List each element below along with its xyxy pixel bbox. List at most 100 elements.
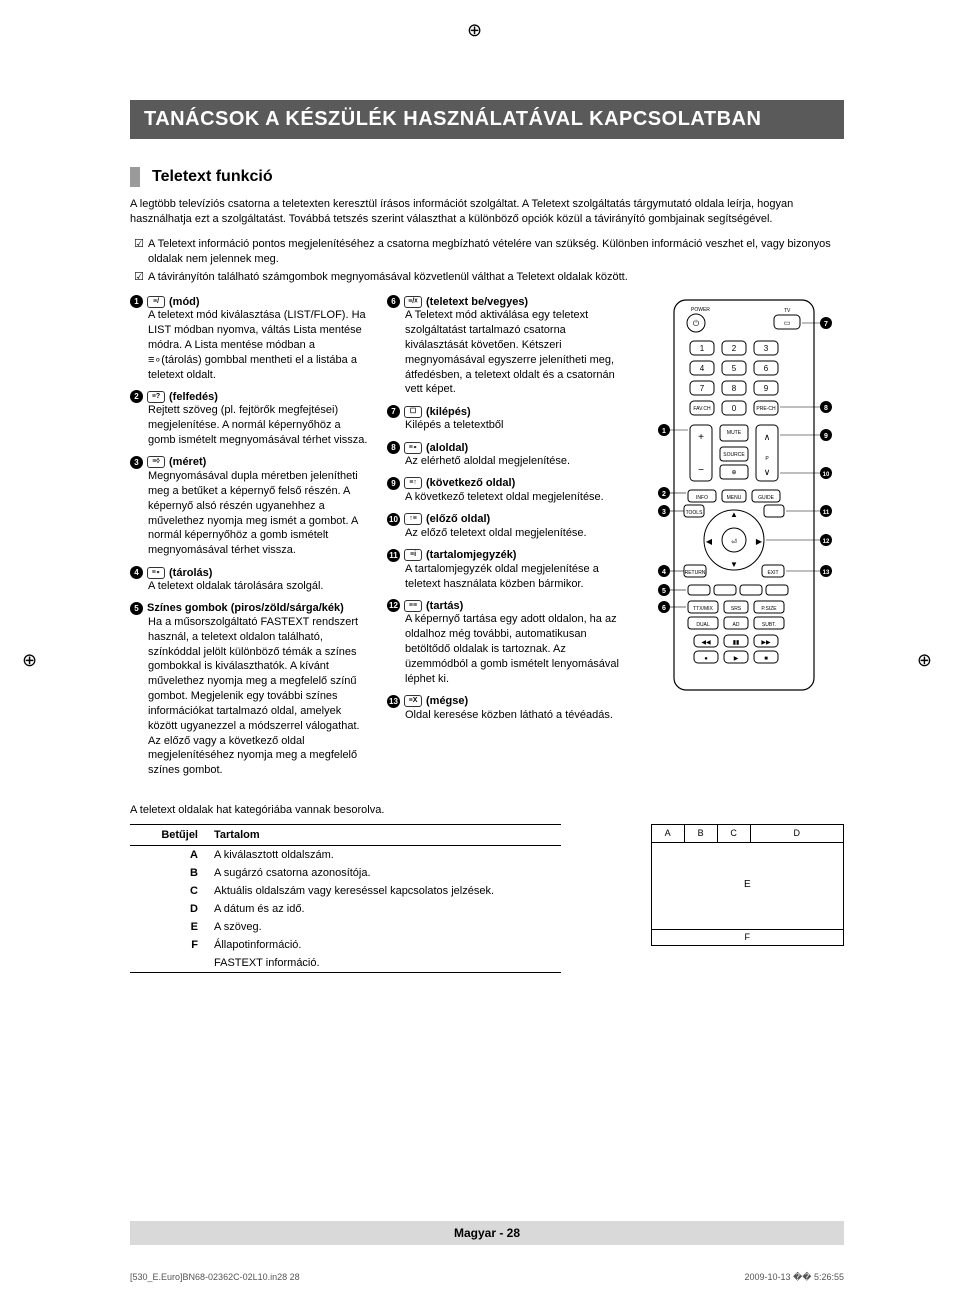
item-number-badge: 8: [387, 441, 400, 454]
function-item-desc: Rejtett szöveg (pl. fejtörők megfejtései…: [148, 403, 369, 448]
function-item: 9≡↑ (következő oldal)A következő teletex…: [387, 477, 626, 505]
svg-text:12: 12: [823, 539, 830, 545]
svg-text:0: 0: [732, 404, 737, 413]
svg-text:7: 7: [700, 384, 705, 393]
remote-button-icon: ≡↑: [404, 477, 422, 489]
svg-text:DUAL: DUAL: [696, 622, 710, 628]
function-item: 3 ≡◊ (méret)Megnyomásával dupla méretben …: [130, 456, 369, 558]
svg-text:2: 2: [732, 344, 737, 353]
function-item: 10↑≡ (előző oldal)Az előző teletext olda…: [387, 513, 626, 541]
function-item: 12≡≡ (tartás)A képernyő tartása egy adot…: [387, 599, 626, 686]
svg-text:3: 3: [662, 509, 666, 516]
svg-text:EXIT: EXIT: [767, 570, 778, 576]
svg-text:1: 1: [700, 344, 705, 353]
table-cell-content: Állapotinformáció.: [206, 936, 561, 954]
svg-text:TV: TV: [784, 308, 791, 314]
function-item: 2≡? (felfedés)Rejtett szöveg (pl. fejtör…: [130, 390, 369, 448]
svg-text:2: 2: [662, 491, 666, 498]
remote-button-icon: ≡≡: [404, 600, 422, 612]
table-row: FÁllapotinformáció.: [130, 936, 561, 954]
function-item-desc: Az előző teletext oldal megjelenítése.: [405, 526, 626, 541]
function-item-title: (tárolás): [169, 567, 212, 579]
table-cell-content: Aktuális oldalszám vagy kereséssel kapcs…: [206, 882, 561, 900]
banner-title: TANÁCSOK A KÉSZÜLÉK HASZNÁLATÁVAL KAPCSO…: [130, 100, 844, 139]
right-column: ⏻ POWER ▭ TV 1 2 3 4 5 6 7 8 9: [644, 295, 844, 786]
svg-text:▮▮: ▮▮: [733, 640, 740, 646]
function-item: 11≡i (tartalomjegyzék)A tartalomjegyzék …: [387, 549, 626, 592]
function-item-title: (méret): [169, 456, 206, 468]
svg-text:■: ■: [764, 656, 768, 662]
remote-button-icon: ≡?: [147, 391, 165, 403]
function-item: 13≡X (mégse)Oldal keresése közben láthat…: [387, 695, 626, 723]
function-item-title: Színes gombok (piros/zöld/sárga/kék): [147, 602, 344, 614]
remote-button-icon: ↑≡: [404, 513, 422, 525]
function-item-head: 10↑≡ (előző oldal): [387, 513, 626, 526]
table-cell-letter: [130, 954, 206, 973]
item-number-badge: 12: [387, 599, 400, 612]
function-item-title: (tartalomjegyzék): [426, 549, 516, 561]
function-item-desc: Az elérhető aloldal megjelenítése.: [405, 454, 626, 469]
function-item-desc: A Teletext mód aktiválása egy teletext s…: [405, 308, 626, 397]
remote-button-icon: ≡◊: [147, 456, 165, 468]
svg-text:RETURN: RETURN: [685, 570, 706, 576]
svg-text:7: 7: [824, 321, 828, 328]
section-title: Teletext funkció: [152, 168, 273, 186]
crop-mark-right: ⊕: [917, 650, 932, 671]
table-cell-letter: C: [130, 882, 206, 900]
table-cell-content: A dátum és az idő.: [206, 900, 561, 918]
svg-text:P: P: [765, 456, 769, 462]
svg-text:P.SIZE: P.SIZE: [761, 606, 777, 612]
table-header-letter: Betűjel: [130, 825, 206, 846]
table-row: BA sugárzó csatorna azonosítója.: [130, 864, 561, 882]
svg-text:SUBT.: SUBT.: [762, 622, 776, 628]
svg-text:▶: ▶: [756, 537, 763, 546]
table-cell-content: FASTEXT információ.: [206, 954, 561, 973]
svg-text:11: 11: [823, 510, 830, 516]
svg-text:3: 3: [764, 344, 769, 353]
svg-text:◀: ◀: [706, 537, 713, 546]
layout-cell-a: A: [652, 825, 685, 843]
item-number-badge: 9: [387, 477, 400, 490]
item-number-badge: 5: [130, 602, 143, 615]
table-cell-letter: E: [130, 918, 206, 936]
function-item-head: 8≡∘ (aloldal): [387, 441, 626, 454]
item-number-badge: 3: [130, 456, 143, 469]
table-header-content: Tartalom: [206, 825, 561, 846]
svg-text:8: 8: [824, 405, 828, 412]
svg-text:9: 9: [824, 433, 828, 440]
function-item-head: 9≡↑ (következő oldal): [387, 477, 626, 490]
function-item-title: (előző oldal): [426, 513, 490, 525]
svg-text:8: 8: [732, 384, 737, 393]
crop-mark-left: ⊕: [22, 650, 37, 671]
item-number-badge: 4: [130, 566, 143, 579]
item-number-badge: 11: [387, 549, 400, 562]
svg-text:◀◀: ◀◀: [701, 640, 711, 646]
svg-text:1: 1: [662, 428, 666, 435]
note-text: A Teletext információ pontos megjeleníté…: [148, 237, 844, 267]
remote-button-icon: ≡/: [147, 296, 165, 308]
svg-text:4: 4: [662, 569, 666, 576]
category-table: Betűjel Tartalom AA kiválasztott oldalsz…: [130, 824, 561, 973]
function-item: 7☐ (kilépés)Kilépés a teletextből: [387, 405, 626, 433]
note-icon: ☑: [130, 270, 148, 285]
item-number-badge: 7: [387, 405, 400, 418]
svg-text:INFO: INFO: [696, 495, 708, 501]
remote-button-icon: ☐: [404, 406, 422, 418]
note-icon: ☑: [130, 237, 148, 267]
middle-column: 6≡/☓ (teletext be/vegyes)A Teletext mód …: [387, 295, 626, 786]
table-row: CAktuális oldalszám vagy kereséssel kapc…: [130, 882, 561, 900]
svg-text:▲: ▲: [730, 510, 738, 519]
remote-button-icon: ≡∘: [147, 567, 165, 579]
function-item-desc: Megnyomásával dupla méretben jelenítheti…: [148, 469, 369, 558]
svg-text:▼: ▼: [730, 560, 738, 569]
meta-left: [530_E.Euro]BN68-02362C-02L10.in28 28: [130, 1272, 300, 1283]
function-item-desc: A teletext mód kiválasztása (LIST/FLOF).…: [148, 308, 369, 382]
function-item: 6≡/☓ (teletext be/vegyes)A Teletext mód …: [387, 295, 626, 397]
function-item-title: (felfedés): [169, 391, 218, 403]
intro-paragraph: A legtöbb televíziós csatorna a teletext…: [130, 197, 844, 227]
function-item-head: 7☐ (kilépés): [387, 405, 626, 418]
svg-text:⏻: ⏻: [693, 319, 700, 328]
table-cell-letter: F: [130, 936, 206, 954]
function-item: 5 Színes gombok (piros/zöld/sárga/kék)Ha…: [130, 602, 369, 778]
crop-mark-top: [467, 20, 487, 40]
